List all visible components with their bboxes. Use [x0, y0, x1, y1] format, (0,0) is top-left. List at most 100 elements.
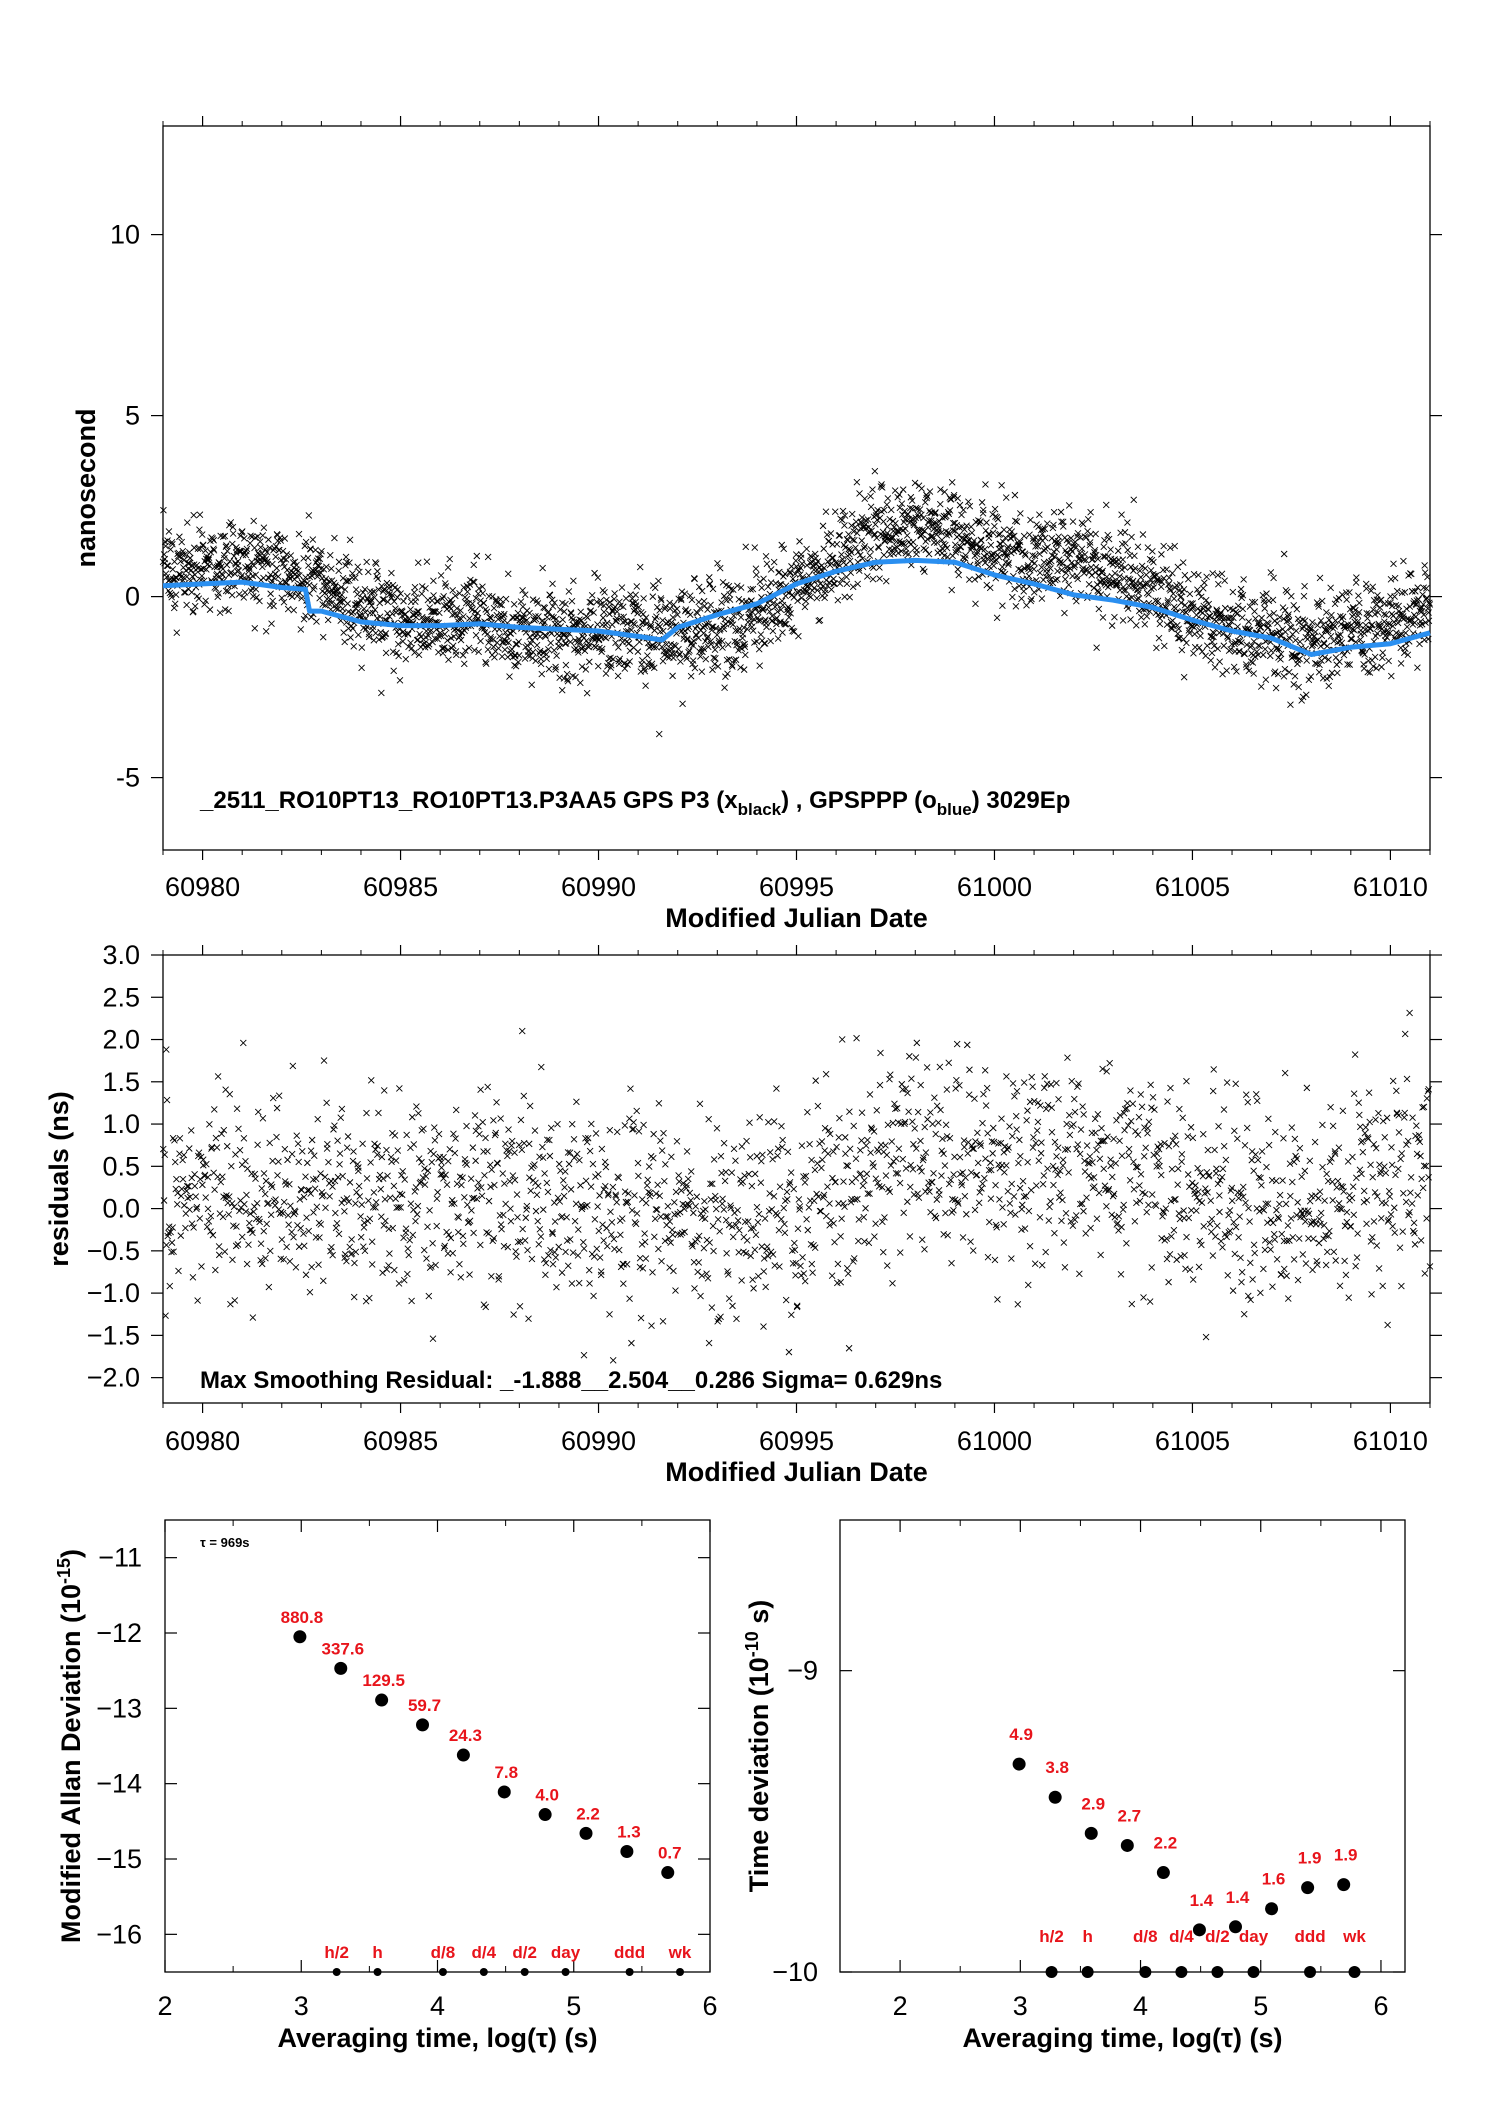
data-point-x — [1114, 547, 1122, 555]
data-point-x — [882, 534, 889, 541]
data-point-x — [267, 1211, 275, 1219]
data-point-x — [1059, 1196, 1066, 1204]
data-point-x — [1176, 634, 1183, 642]
data-point-x — [757, 1179, 765, 1186]
data-point-x — [1160, 642, 1168, 650]
data-point-x — [713, 631, 721, 639]
data-point-x — [712, 1196, 720, 1204]
data-point-x — [1210, 629, 1218, 637]
data-point-x — [199, 1156, 207, 1164]
data-point-x — [349, 570, 356, 577]
data-point-x — [472, 594, 480, 602]
data-point-x — [202, 597, 210, 605]
data-point-x — [185, 1145, 193, 1152]
data-point-x — [336, 598, 344, 606]
data-point-x — [802, 587, 810, 595]
data-point-x — [483, 1229, 490, 1236]
data-point-x — [420, 1246, 428, 1254]
data-point-x — [1150, 558, 1157, 566]
data-point-x — [306, 573, 314, 581]
data-point-x — [1010, 532, 1018, 540]
data-point-x — [1233, 610, 1241, 618]
data-point-x — [1250, 1167, 1257, 1175]
data-point-x — [683, 655, 691, 662]
data-point-x — [447, 605, 455, 613]
data-point-x — [484, 1083, 492, 1091]
data-point-x — [837, 1233, 844, 1240]
data-point-x — [1055, 540, 1063, 548]
data-point-x — [586, 1280, 593, 1287]
data-point-x — [304, 1159, 311, 1167]
data-point-x — [332, 582, 339, 589]
data-point-x — [1131, 1217, 1139, 1225]
data-point-x — [831, 580, 838, 587]
x-tick-label: 61010 — [1353, 872, 1428, 902]
data-point-x — [1011, 585, 1018, 593]
data-point-x — [440, 1175, 447, 1182]
data-point-x — [413, 1103, 420, 1110]
data-point-x — [1158, 551, 1165, 558]
data-point-x — [902, 1165, 910, 1172]
data-point-x — [390, 667, 398, 675]
data-point-x — [883, 1151, 891, 1159]
data-point-x — [860, 1177, 868, 1184]
data-point-x — [418, 1158, 425, 1166]
data-point-x — [1074, 529, 1082, 537]
data-point-x — [739, 1178, 746, 1186]
data-point-x — [215, 1243, 223, 1250]
data-point-x — [692, 1202, 699, 1210]
data-point-x — [766, 1190, 774, 1197]
data-point-x — [479, 1118, 487, 1126]
data-point-x — [168, 593, 176, 601]
data-point-x — [585, 643, 593, 651]
data-point-x — [171, 558, 178, 565]
data-point-x — [177, 573, 185, 581]
data-point-x — [343, 558, 351, 566]
data-point-x — [1134, 543, 1142, 551]
data-point-x — [1019, 1177, 1027, 1185]
data-point-x — [388, 591, 396, 599]
data-point-x — [443, 1181, 451, 1189]
data-point-x — [911, 1125, 919, 1132]
data-point-x — [1043, 520, 1051, 527]
data-point-x — [1274, 619, 1281, 627]
data-point-x — [1087, 563, 1095, 571]
data-point-x — [1287, 1192, 1294, 1200]
data-point-x — [388, 610, 396, 618]
data-point-x — [1408, 587, 1416, 595]
data-point-x — [1270, 670, 1278, 677]
data-point-x — [900, 540, 908, 548]
data-point-x — [887, 1162, 895, 1169]
data-point-x — [324, 580, 331, 588]
data-point-x — [785, 1348, 793, 1356]
data-point-x — [961, 1192, 969, 1200]
data-point-x — [627, 1085, 634, 1092]
data-point-x — [287, 552, 295, 559]
data-point-x — [563, 670, 571, 678]
data-point-x — [724, 641, 732, 648]
data-point-x — [167, 591, 175, 599]
data-point-x — [1020, 1079, 1028, 1086]
data-point-x — [1054, 567, 1061, 575]
y-tick-label: 1.0 — [102, 1109, 140, 1139]
data-point-x — [945, 1059, 953, 1067]
data-point-x — [488, 1272, 495, 1280]
data-point-x — [1156, 615, 1164, 622]
data-point-x — [737, 584, 745, 591]
data-point-x — [1136, 1182, 1143, 1189]
data-point-x — [713, 1125, 721, 1132]
data-point-x — [1334, 669, 1341, 677]
data-point-x — [545, 1252, 552, 1259]
data-point-x — [367, 1159, 374, 1166]
data-point-x — [580, 1351, 588, 1359]
data-point-x — [1306, 1157, 1314, 1165]
x-tick-label: 61010 — [1353, 1426, 1428, 1456]
data-point-x — [682, 652, 690, 660]
data-point-x — [728, 661, 736, 669]
data-point-x — [956, 524, 963, 531]
data-point-x — [512, 1248, 519, 1255]
data-point-x — [242, 547, 250, 555]
data-point-x — [1177, 1252, 1185, 1260]
data-point-x — [179, 1175, 187, 1183]
data-point-x — [807, 593, 814, 601]
